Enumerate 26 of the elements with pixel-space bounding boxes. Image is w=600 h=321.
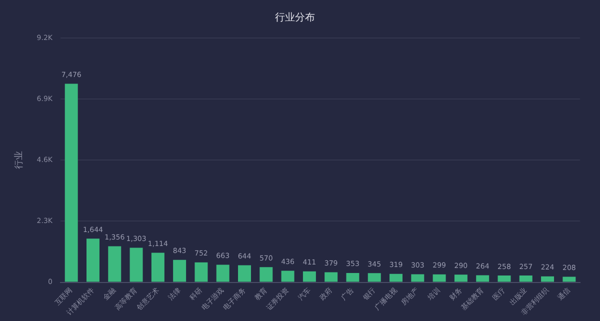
bar — [151, 252, 164, 282]
bar — [476, 275, 490, 282]
bar — [432, 274, 446, 282]
bar — [562, 276, 576, 282]
bar — [64, 84, 78, 282]
bar — [519, 275, 532, 282]
bar — [194, 262, 208, 282]
y-axis-title: 行业 — [14, 151, 25, 170]
bar — [173, 260, 186, 282]
bar — [216, 264, 230, 282]
bar — [498, 275, 511, 282]
bar — [130, 248, 143, 282]
bar — [281, 270, 294, 282]
bar — [302, 271, 316, 282]
chart-title: 行业分布 — [275, 12, 315, 24]
bar — [390, 274, 403, 282]
bar — [108, 246, 122, 282]
bar — [260, 267, 273, 282]
bar — [238, 265, 251, 282]
bar — [541, 276, 554, 282]
bar — [411, 274, 424, 282]
bar — [454, 274, 468, 282]
bar — [346, 272, 360, 282]
bar — [86, 238, 100, 282]
bar — [324, 272, 338, 282]
bar — [368, 273, 381, 282]
